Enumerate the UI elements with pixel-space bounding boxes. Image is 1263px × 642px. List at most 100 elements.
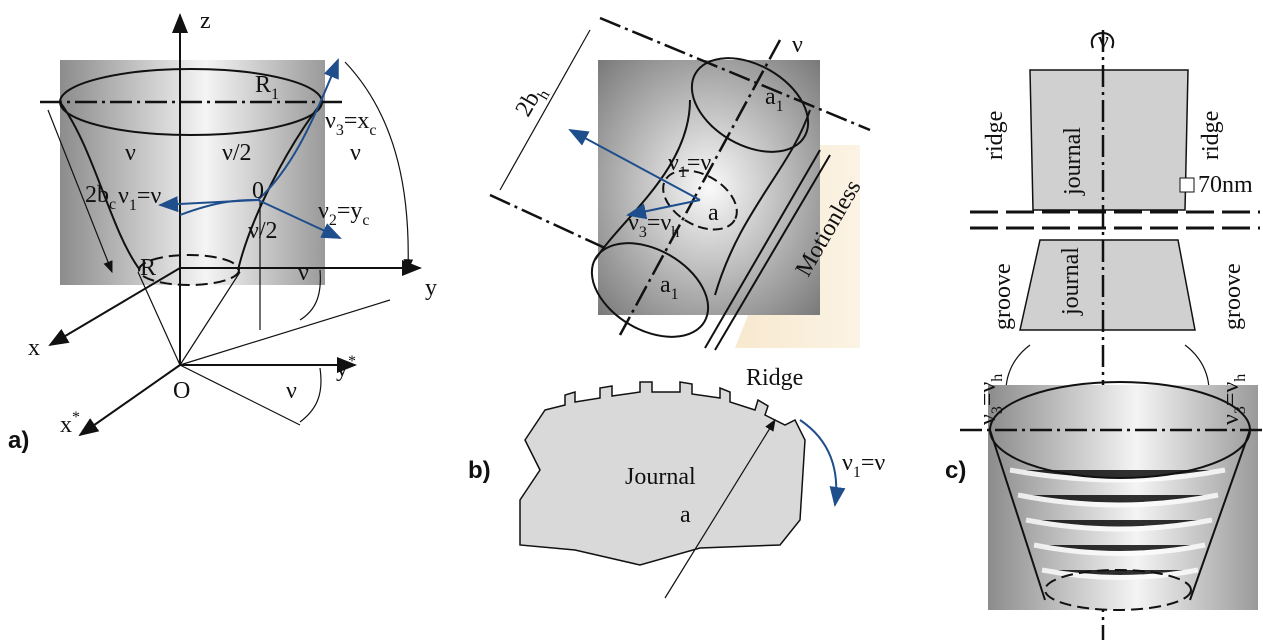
label: a — [680, 502, 691, 528]
label-part: ν — [118, 183, 129, 209]
panel-tag: b) — [468, 457, 491, 484]
label-part: 1 — [271, 86, 279, 103]
hatch-lines — [704, 149, 831, 351]
v3-vector — [626, 199, 701, 220]
label-part: 1 — [671, 286, 679, 303]
label: ν1=ν — [842, 450, 885, 481]
label: ν3=νh — [975, 374, 1006, 425]
v1-vector — [158, 196, 259, 213]
label: ridge — [982, 111, 1008, 160]
label-part: a — [765, 84, 776, 110]
bottom-ellipse — [590, 242, 710, 338]
label-part: h — [1232, 374, 1249, 382]
label-part: =ν — [687, 150, 712, 176]
label-part: R — [255, 72, 271, 98]
bottom-ellipse — [1044, 569, 1192, 611]
label: 0 — [252, 178, 264, 204]
label-part: 2b — [85, 182, 109, 208]
label-part: journal — [1058, 247, 1084, 316]
label-part: =ν — [647, 210, 672, 236]
label: ν — [350, 140, 361, 166]
label-part: 3 — [639, 224, 647, 241]
label: a — [708, 200, 719, 226]
label: ν3=νh — [628, 210, 679, 241]
label-part: 1 — [776, 98, 784, 115]
label: groove — [990, 263, 1016, 330]
label-part: ν — [975, 414, 1001, 425]
label-part: a — [680, 502, 691, 528]
label-part: x — [28, 335, 40, 361]
label-part: c — [369, 122, 376, 139]
panel-b — [489, 16, 871, 599]
label-part: x — [60, 412, 72, 438]
axis-line — [618, 39, 782, 336]
label-part: y — [336, 356, 348, 382]
x-axis — [48, 267, 181, 347]
label-part: 3 — [989, 406, 1006, 414]
label-part: Journal — [625, 464, 696, 490]
journal-lower — [1019, 239, 1196, 331]
label: journal — [1060, 127, 1086, 196]
panel-a — [40, 13, 422, 437]
label-part: R — [140, 255, 156, 281]
label-part: 1 — [679, 164, 687, 181]
label: ν — [298, 260, 309, 286]
panel-tag: c) — [945, 457, 966, 484]
label-part: Ridge — [746, 365, 803, 391]
shaded-box — [60, 60, 325, 285]
label: ν2=yc — [318, 198, 370, 229]
scale-box — [1179, 177, 1195, 193]
label: x — [28, 335, 40, 361]
top-ellipse — [690, 57, 810, 153]
label-part: =ν — [137, 183, 162, 209]
label: 2bc — [85, 182, 116, 213]
tangent-curve — [179, 58, 339, 216]
cone — [989, 429, 1251, 601]
journal-shape — [519, 381, 806, 566]
label-part: * — [72, 409, 80, 426]
label-part: a — [660, 272, 671, 298]
label: z — [200, 8, 211, 34]
label: journal — [1058, 247, 1084, 316]
panel-c — [960, 30, 1262, 640]
journal-upper — [1029, 69, 1189, 211]
angle-arc — [299, 269, 321, 321]
label-part: =ν — [861, 450, 886, 476]
label: ν3=νh — [1218, 374, 1249, 425]
label-part: ν — [298, 260, 309, 286]
axis-line — [489, 193, 606, 250]
label: ν — [286, 378, 297, 404]
label-part: ν — [350, 140, 361, 166]
cylinder — [594, 99, 811, 296]
cone — [59, 101, 323, 271]
label: Journal — [625, 464, 696, 490]
x-star-axis — [78, 364, 181, 437]
bottom-ellipse — [138, 254, 240, 286]
angle-arc — [344, 61, 414, 272]
label: ν3=xc — [325, 108, 377, 139]
label-part: ν — [325, 108, 336, 134]
label-part: ν — [842, 450, 853, 476]
label-part: 1 — [853, 464, 861, 481]
label-part: 70nm — [1198, 172, 1253, 198]
angle-arc — [299, 367, 322, 423]
label: groove — [1220, 263, 1246, 330]
label: O — [173, 378, 190, 404]
label-part: ν/2 — [222, 140, 252, 166]
label-part: ν — [628, 210, 639, 236]
label-part: =ν — [1218, 382, 1244, 407]
label: a1 — [765, 84, 784, 115]
label-part: 3 — [1232, 406, 1249, 414]
label-part: z — [200, 8, 211, 34]
label-part: 0 — [252, 178, 264, 204]
label: ν — [125, 140, 136, 166]
dimension-line — [499, 29, 591, 191]
label: x* — [60, 409, 80, 438]
label: ν1=ν — [668, 150, 711, 181]
label: 70nm — [1198, 172, 1253, 198]
label-part: ν — [1218, 414, 1244, 425]
mid-ellipse — [662, 169, 738, 231]
label-part: groove — [990, 263, 1016, 330]
label: ν — [1098, 28, 1109, 54]
label-part: ν — [125, 140, 136, 166]
